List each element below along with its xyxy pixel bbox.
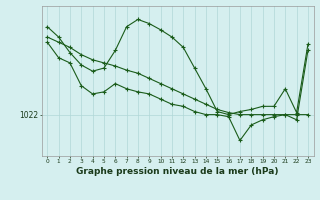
X-axis label: Graphe pression niveau de la mer (hPa): Graphe pression niveau de la mer (hPa) (76, 167, 279, 176)
